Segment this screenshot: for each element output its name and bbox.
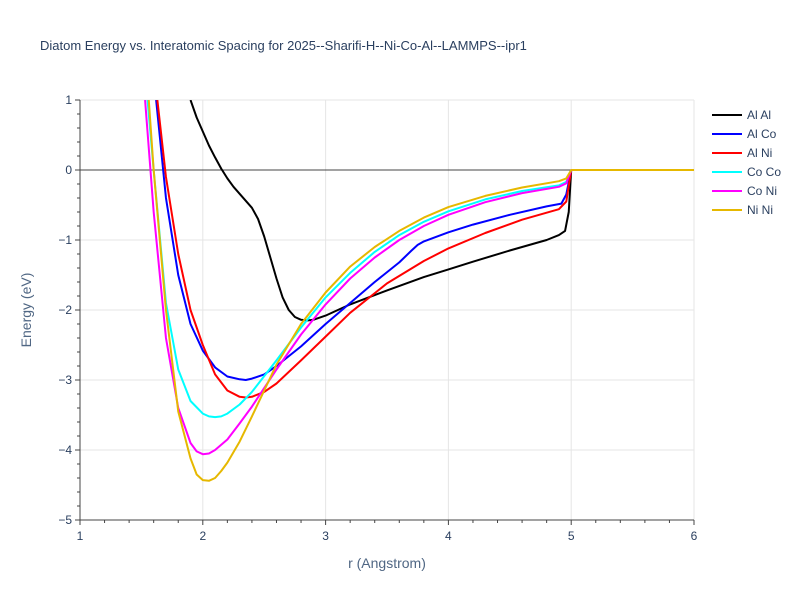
x-tick-label: 3: [322, 529, 329, 543]
legend-item[interactable]: Al Al: [712, 108, 771, 122]
y-tick-label: −2: [58, 303, 72, 317]
x-tick-label: 1: [77, 529, 84, 543]
legend-item[interactable]: Al Co: [712, 127, 777, 141]
legend[interactable]: Al Al Al Co Al Ni Co Co Co Ni Ni Ni: [712, 108, 781, 217]
legend-label: Co Co: [747, 165, 781, 179]
series-line-al-al: [189, 100, 694, 322]
series-layer: [144, 100, 694, 482]
y-tick-label: 1: [65, 93, 72, 107]
legend-label: Al Co: [747, 127, 777, 141]
legend-label: Al Al: [747, 108, 771, 122]
legend-item[interactable]: Al Ni: [712, 146, 772, 160]
x-tick-label: 4: [445, 529, 452, 543]
legend-label: Co Ni: [747, 184, 777, 198]
y-tick-label: −4: [58, 443, 72, 457]
y-tick-label: −1: [58, 233, 72, 247]
x-tick-label: 2: [199, 529, 206, 543]
y-tick-label: 0: [65, 163, 72, 177]
y-tick-label: −3: [58, 373, 72, 387]
legend-item[interactable]: Co Ni: [712, 184, 777, 198]
legend-label: Al Ni: [747, 146, 772, 160]
chart-title: Diatom Energy vs. Interatomic Spacing fo…: [40, 38, 527, 53]
y-axis-label: Energy (eV): [18, 273, 34, 348]
series-line-al-ni: [156, 100, 694, 399]
axes: [75, 99, 695, 525]
x-tick-label: 6: [691, 529, 698, 543]
series-line-ni-ni: [147, 100, 694, 482]
legend-label: Ni Ni: [747, 203, 773, 217]
x-tick-label: 5: [568, 529, 575, 543]
series-line-co-ni: [144, 100, 694, 456]
x-axis-label: r (Angstrom): [348, 555, 426, 571]
y-tick-label: −5: [58, 513, 72, 527]
legend-item[interactable]: Co Co: [712, 165, 781, 179]
legend-item[interactable]: Ni Ni: [712, 203, 773, 217]
tick-labels: 1 2 3 4 5 6 −5 −4 −3 −2 −1 0 1: [58, 93, 697, 543]
